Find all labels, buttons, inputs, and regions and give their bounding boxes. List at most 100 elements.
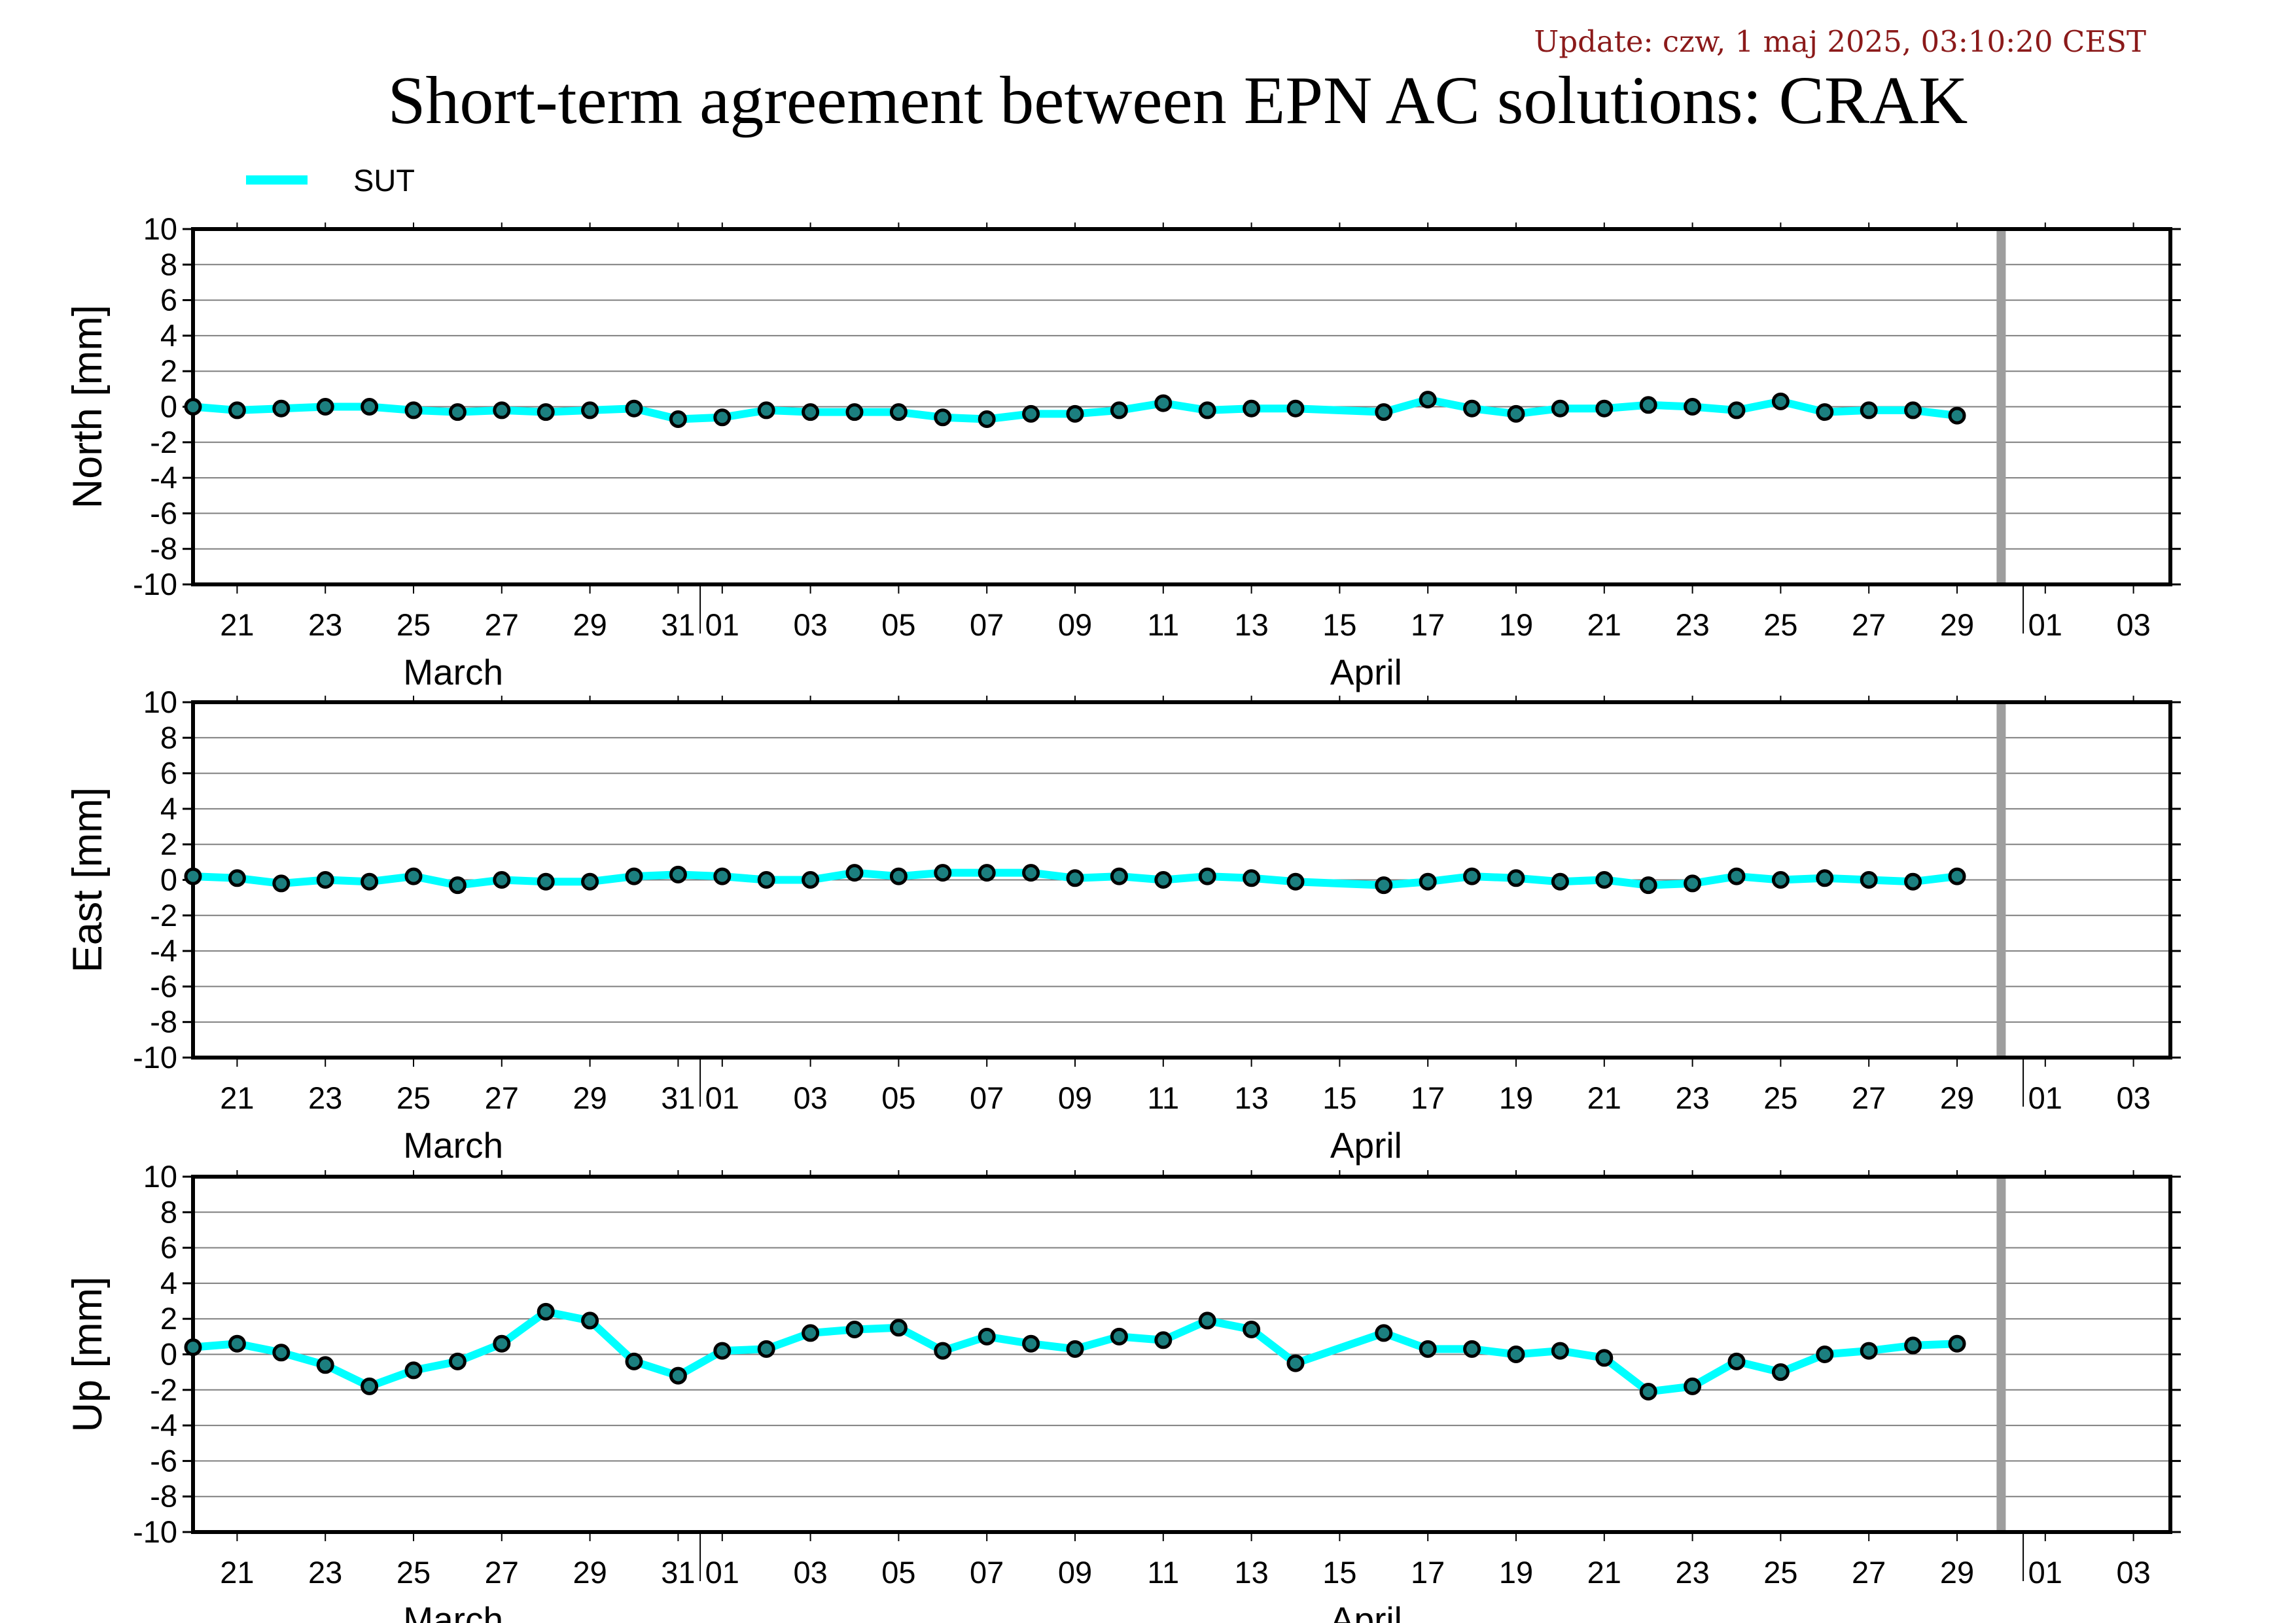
data-point bbox=[1154, 1331, 1173, 1349]
y-tick-label: -4 bbox=[150, 1408, 177, 1442]
data-point bbox=[1727, 867, 1746, 885]
y-tick-label: 10 bbox=[143, 1159, 177, 1194]
data-point bbox=[1066, 1340, 1084, 1358]
data-point bbox=[625, 399, 643, 418]
data-point bbox=[537, 872, 555, 891]
data-point bbox=[889, 867, 908, 885]
data-point bbox=[1771, 1363, 1790, 1382]
data-point bbox=[1463, 399, 1481, 418]
data-point bbox=[1243, 399, 1261, 418]
x-tick-label: 07 bbox=[970, 1555, 1004, 1590]
x-tick-label: 11 bbox=[1147, 607, 1179, 642]
y-tick-label: 2 bbox=[160, 353, 177, 388]
data-point bbox=[228, 401, 246, 419]
data-point bbox=[1948, 406, 1966, 425]
data-point bbox=[757, 1340, 775, 1358]
data-point bbox=[802, 871, 820, 889]
y-tick-label: -8 bbox=[150, 1479, 177, 1514]
x-tick-label: 27 bbox=[485, 1555, 519, 1590]
data-point bbox=[1463, 1340, 1481, 1358]
data-point bbox=[1022, 404, 1040, 423]
x-tick-label: 23 bbox=[1675, 607, 1709, 642]
legend: SUT bbox=[246, 163, 415, 198]
data-point bbox=[1507, 1346, 1525, 1363]
data-point bbox=[1022, 864, 1040, 882]
data-point bbox=[316, 871, 334, 889]
data-point bbox=[669, 865, 687, 883]
data-point bbox=[272, 874, 291, 893]
y-tick-label: 4 bbox=[160, 1266, 177, 1300]
data-point bbox=[272, 1344, 291, 1362]
y-tick-label: 6 bbox=[160, 283, 177, 317]
data-point bbox=[978, 1327, 996, 1346]
y-tick-label: 2 bbox=[160, 827, 177, 861]
data-point bbox=[1684, 874, 1702, 893]
x-tick-label: 23 bbox=[308, 1555, 342, 1590]
x-tick-label: 25 bbox=[1763, 1080, 1797, 1115]
data-point bbox=[669, 410, 687, 429]
x-tick-label: 31 bbox=[661, 1555, 695, 1590]
month-label: April bbox=[1330, 1599, 1402, 1623]
y-tick-label: -10 bbox=[133, 567, 177, 601]
data-point bbox=[1243, 1320, 1261, 1338]
data-point bbox=[1860, 871, 1878, 889]
y-tick-label: 0 bbox=[160, 863, 177, 897]
legend-label-sut: SUT bbox=[353, 163, 415, 198]
x-tick-label: 25 bbox=[397, 1555, 431, 1590]
data-point bbox=[625, 867, 643, 885]
x-tick-label: 07 bbox=[970, 607, 1004, 642]
x-tick-label: 23 bbox=[308, 607, 342, 642]
data-point bbox=[184, 1338, 202, 1357]
month-label: March bbox=[403, 652, 503, 692]
data-point bbox=[713, 1342, 732, 1360]
current-day-band bbox=[1996, 1177, 2006, 1532]
y-tick-label: -4 bbox=[150, 460, 177, 495]
x-tick-label: 11 bbox=[1147, 1555, 1179, 1590]
data-point bbox=[1727, 1352, 1746, 1370]
data-point bbox=[934, 864, 952, 882]
x-tick-label: 21 bbox=[1587, 1555, 1621, 1590]
y-tick-label: 6 bbox=[160, 1230, 177, 1265]
x-tick-label: 21 bbox=[1587, 607, 1621, 642]
y-tick-label: 8 bbox=[160, 1194, 177, 1229]
x-tick-label: 09 bbox=[1058, 607, 1092, 642]
data-point bbox=[1816, 1346, 1834, 1363]
data-point bbox=[1286, 1354, 1305, 1372]
x-tick-label: 21 bbox=[1587, 1080, 1621, 1115]
data-point bbox=[1948, 867, 1966, 885]
chart-title: Short-term agreement between EPN AC solu… bbox=[388, 63, 1968, 138]
data-point bbox=[448, 403, 467, 421]
y-tick-label: 0 bbox=[160, 1337, 177, 1372]
y-tick-label: 10 bbox=[143, 211, 177, 246]
x-tick-label: 13 bbox=[1234, 1080, 1268, 1115]
data-point bbox=[1904, 1336, 1922, 1355]
series-line-sut bbox=[189, 1308, 1961, 1396]
data-point bbox=[1860, 1342, 1878, 1360]
data-point bbox=[1639, 876, 1657, 895]
series-line-sut bbox=[189, 395, 1961, 423]
data-point bbox=[1419, 872, 1437, 891]
x-tick-label: 25 bbox=[397, 607, 431, 642]
data-point bbox=[1463, 867, 1481, 885]
x-tick-label: 11 bbox=[1147, 1080, 1179, 1115]
data-point bbox=[978, 864, 996, 882]
x-tick-label: 23 bbox=[1675, 1080, 1709, 1115]
data-point bbox=[1154, 394, 1173, 412]
current-day-band bbox=[1996, 702, 2006, 1058]
x-tick-label: 01 bbox=[2028, 607, 2062, 642]
y-tick-label: -4 bbox=[150, 933, 177, 968]
data-point bbox=[1375, 1324, 1393, 1342]
x-tick-label: 17 bbox=[1411, 607, 1445, 642]
data-point bbox=[404, 867, 423, 885]
y-tick-label: -6 bbox=[150, 495, 177, 530]
x-tick-label: 29 bbox=[573, 1080, 607, 1115]
data-point bbox=[669, 1366, 687, 1385]
x-tick-label: 13 bbox=[1234, 607, 1268, 642]
x-tick-label: 17 bbox=[1411, 1555, 1445, 1590]
data-point bbox=[1771, 871, 1790, 889]
x-tick-label: 15 bbox=[1322, 607, 1356, 642]
data-point bbox=[625, 1352, 643, 1370]
y-tick-label: -6 bbox=[150, 1443, 177, 1478]
data-point bbox=[1375, 876, 1393, 895]
x-tick-label: 15 bbox=[1322, 1555, 1356, 1590]
